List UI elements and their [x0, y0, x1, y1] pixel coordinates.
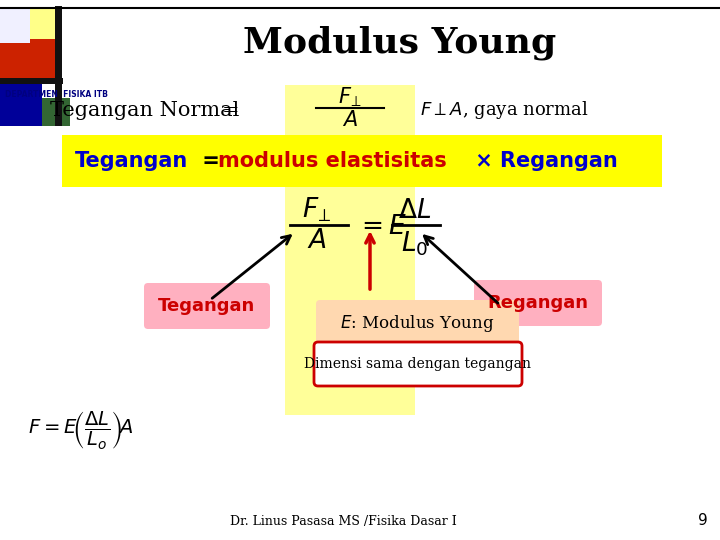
FancyBboxPatch shape	[42, 98, 70, 126]
FancyBboxPatch shape	[62, 135, 662, 187]
Text: Dimensi sama dengan tegangan: Dimensi sama dengan tegangan	[305, 357, 531, 371]
FancyBboxPatch shape	[55, 6, 62, 126]
Text: Tegangan: Tegangan	[75, 151, 188, 171]
Text: $E$: Modulus Young: $E$: Modulus Young	[340, 313, 494, 334]
Text: modulus elastisitas: modulus elastisitas	[218, 151, 446, 171]
FancyBboxPatch shape	[0, 8, 30, 43]
Text: $\Delta L$: $\Delta L$	[398, 198, 431, 222]
Text: =: =	[195, 151, 227, 171]
Text: $F = E\!\left(\dfrac{\Delta L}{L_o}\right)\!A$: $F = E\!\left(\dfrac{\Delta L}{L_o}\righ…	[28, 409, 134, 451]
FancyBboxPatch shape	[474, 280, 602, 326]
Text: × Regangan: × Regangan	[468, 151, 618, 171]
FancyBboxPatch shape	[0, 8, 58, 52]
Text: $A$: $A$	[307, 227, 327, 253]
Text: =: =	[222, 100, 240, 119]
FancyBboxPatch shape	[0, 39, 58, 84]
FancyBboxPatch shape	[314, 342, 522, 386]
FancyBboxPatch shape	[316, 300, 519, 346]
Text: $F_{\!\perp}$: $F_{\!\perp}$	[338, 85, 362, 109]
Text: DEPARTMEN  FISIKA ITB: DEPARTMEN FISIKA ITB	[5, 90, 108, 99]
Text: $F \perp A$, gaya normal: $F \perp A$, gaya normal	[420, 99, 588, 121]
Text: Dr. Linus Pasasa MS /Fisika Dasar I: Dr. Linus Pasasa MS /Fisika Dasar I	[230, 515, 456, 528]
Text: Tegangan Normal: Tegangan Normal	[50, 100, 239, 119]
Text: 9: 9	[698, 513, 708, 528]
FancyBboxPatch shape	[285, 85, 415, 415]
FancyBboxPatch shape	[0, 83, 42, 126]
Text: $= E$: $= E$	[356, 214, 407, 240]
Text: Modulus Young: Modulus Young	[243, 25, 557, 59]
Text: $L_0$: $L_0$	[402, 230, 428, 258]
Text: $F_{\!\perp}$: $F_{\!\perp}$	[302, 195, 332, 224]
FancyBboxPatch shape	[0, 78, 63, 84]
Text: Regangan: Regangan	[487, 294, 588, 312]
FancyBboxPatch shape	[144, 283, 270, 329]
Text: Tegangan: Tegangan	[158, 297, 256, 315]
Text: $A$: $A$	[342, 110, 358, 130]
